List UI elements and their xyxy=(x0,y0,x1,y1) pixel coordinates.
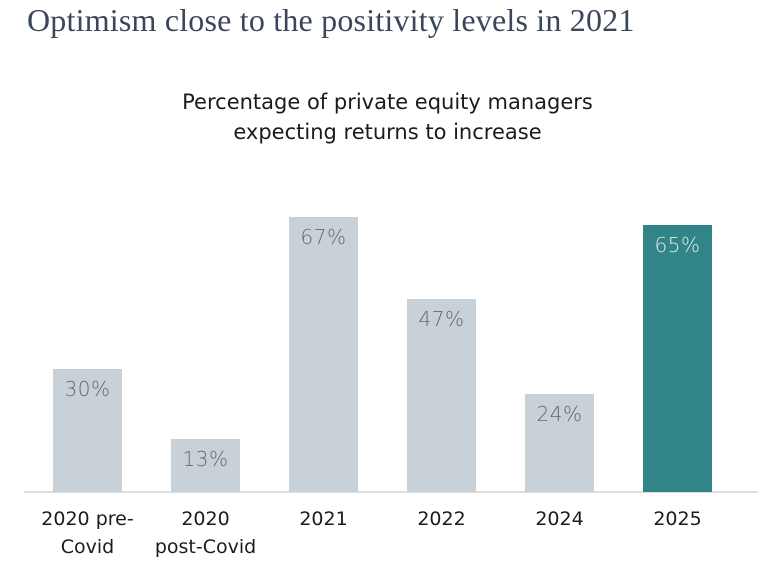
bar-2021: 67% xyxy=(289,217,358,492)
bar-value-label: 13% xyxy=(182,447,229,471)
bar-value-label: 67% xyxy=(300,225,347,249)
x-axis-label: 2025 xyxy=(653,508,702,530)
page-title: Optimism close to the positivity levels … xyxy=(27,2,635,38)
bar-2022: 47% xyxy=(407,299,476,492)
x-axis-label: 2021 xyxy=(299,508,348,530)
x-axis-label: 2022 xyxy=(417,508,466,530)
x-axis-label: 2020 post-Covid xyxy=(154,508,257,558)
bar-2020-post-covid: 13% xyxy=(171,439,240,492)
bar-value-label: 65% xyxy=(654,233,701,257)
bar-value-label: 30% xyxy=(64,377,111,401)
bar-2020-pre--covid: 30% xyxy=(53,369,122,492)
chart-subtitle: Percentage of private equity managers ex… xyxy=(182,90,593,144)
bar-value-label: 47% xyxy=(418,307,465,331)
x-axis-label: 2024 xyxy=(535,508,584,530)
bar-value-label: 24% xyxy=(536,402,583,426)
bar-2025: 65% xyxy=(643,225,712,492)
x-axis-line xyxy=(24,491,758,493)
bar-2024: 24% xyxy=(525,394,594,492)
x-axis-label: 2020 pre- Covid xyxy=(41,508,134,558)
